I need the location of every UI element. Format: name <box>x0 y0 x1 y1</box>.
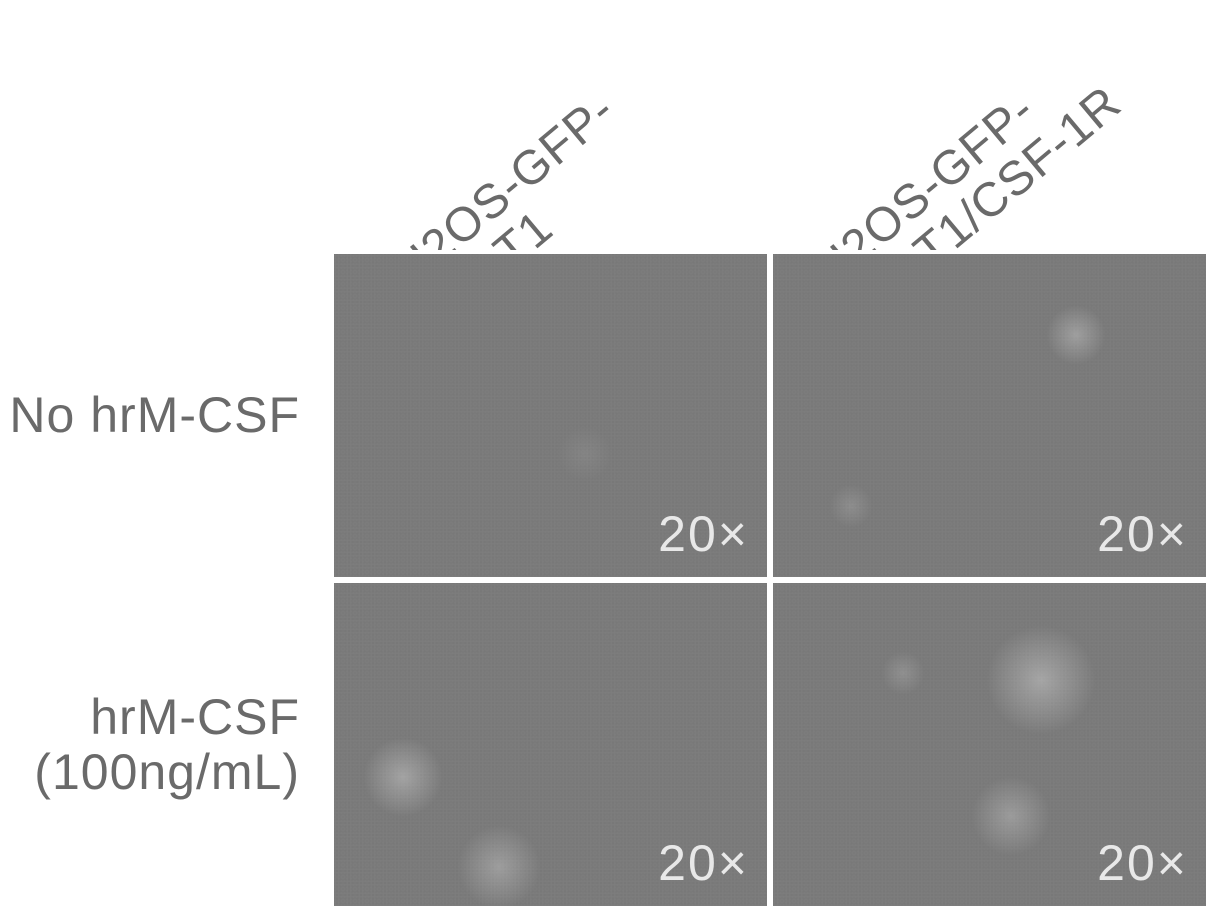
panel-bottom-right: 20× <box>773 583 1206 906</box>
panel-bg <box>773 583 1206 906</box>
panel-bg <box>334 583 767 906</box>
row-label-2: hrM-CSF (100ng/mL) <box>0 690 300 800</box>
panel-bg <box>334 254 767 577</box>
panel-top-right: 20× <box>773 254 1206 577</box>
panel-bottom-left: 20× <box>334 583 767 906</box>
panel-bg <box>773 254 1206 577</box>
panel-top-left: 20× <box>334 254 767 577</box>
row-label-1: No hrM-CSF <box>0 388 300 443</box>
figure-root: U2OS-GFP- STAT1 U2OS-GFP- STAT1/CSF-1R N… <box>0 0 1225 913</box>
microscopy-grid: 20× 20× 20× 20× <box>330 250 1210 910</box>
